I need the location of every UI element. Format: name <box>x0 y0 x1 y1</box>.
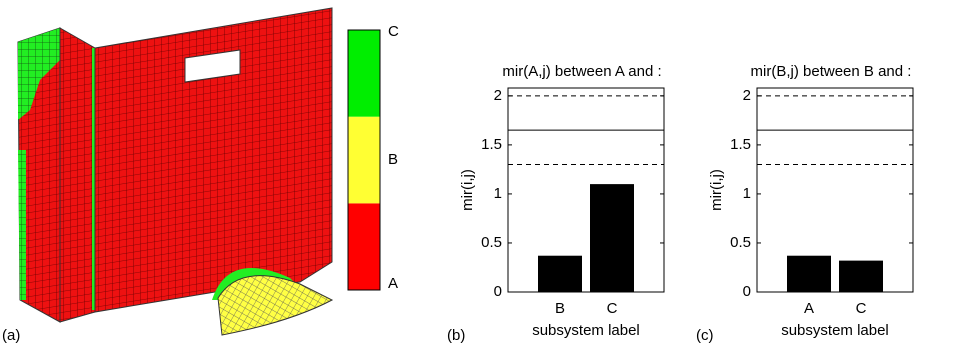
y-axis-label: mir(i,j) <box>459 169 476 211</box>
y-tick-label: 1 <box>743 185 751 202</box>
y-tick-label: 1.5 <box>481 136 502 153</box>
bar <box>590 184 634 292</box>
chart-title: mir(B,j) between B and : <box>751 63 912 80</box>
panel-label: (a) <box>2 327 20 344</box>
x-axis-label: subsystem label <box>781 322 889 339</box>
x-tick-label: A <box>804 300 814 317</box>
x-axis-label: subsystem label <box>532 322 640 339</box>
bar <box>538 256 582 292</box>
bar <box>839 261 883 292</box>
x-tick-label: C <box>607 300 618 317</box>
colorbar-segment <box>348 30 380 117</box>
y-tick-label: 0 <box>494 283 502 300</box>
y-tick-label: 2 <box>494 87 502 104</box>
bar <box>787 256 831 292</box>
colorbar-segment <box>348 117 380 204</box>
panel-label: (b) <box>447 327 465 344</box>
axes-frame <box>757 88 913 292</box>
colorbar-label: A <box>388 275 398 292</box>
y-tick-label: 0 <box>743 283 751 300</box>
y-tick-label: 1 <box>494 185 502 202</box>
axes-frame <box>508 88 664 292</box>
x-tick-label: B <box>555 300 565 317</box>
figure: (a) A B Cmir(A,j) between A and : mir(i,j) s… <box>0 0 973 346</box>
y-tick-label: 2 <box>743 87 751 104</box>
colorbar-segment <box>348 203 380 290</box>
chart-title: mir(A,j) between A and : <box>502 63 661 80</box>
mesh-illustration <box>18 8 332 335</box>
panel-label: (c) <box>696 327 714 344</box>
y-axis-label: mir(i,j) <box>708 169 725 211</box>
x-tick-label: C <box>856 300 867 317</box>
colorbar-label: C <box>388 23 399 40</box>
y-tick-label: 0.5 <box>481 234 502 251</box>
colorbar-label: B <box>388 151 398 168</box>
y-tick-label: 1.5 <box>730 136 751 153</box>
y-tick-label: 0.5 <box>730 234 751 251</box>
